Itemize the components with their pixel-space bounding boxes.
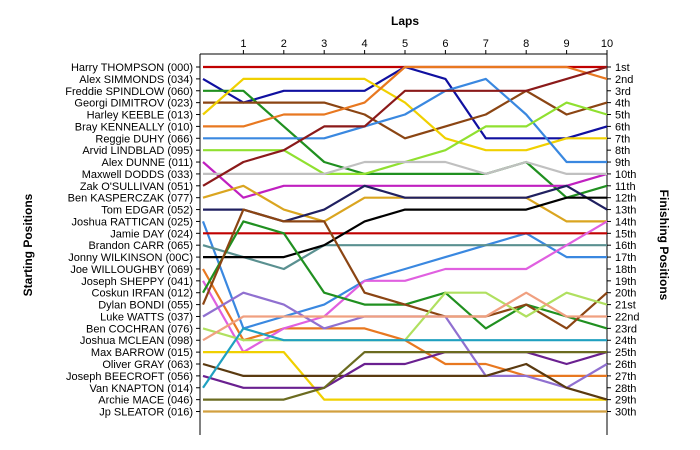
- finishing-position-label: 27th: [615, 371, 636, 383]
- x-axis-title: Laps: [391, 14, 419, 28]
- finishing-position-label: 25th: [615, 347, 636, 359]
- starting-position-label: Dylan BONDI (055): [98, 300, 193, 312]
- finishing-position-label: 22nd: [615, 311, 639, 323]
- starting-position-label: Joseph SHEPPY (041): [81, 276, 193, 288]
- finishing-position-label: 30th: [615, 407, 636, 419]
- finishing-position-label: 13th: [615, 205, 636, 217]
- starting-position-label: Reggie DUHY (066): [95, 133, 193, 145]
- finishing-position-label: 9th: [615, 157, 630, 169]
- driver-line: [203, 89, 608, 199]
- driver-line: [202, 291, 607, 342]
- driver-line: [203, 160, 607, 175]
- starting-position-label: Jamie DAY (024): [110, 228, 193, 240]
- starting-position-labels: Harry THOMPSON (000)Alex SIMMONDS (034)F…: [65, 62, 193, 419]
- driver-line: [202, 220, 608, 354]
- starting-position-label: Ben COCHRAN (076): [86, 323, 193, 335]
- starting-position-label: Joe WILLOUGHBY (069): [70, 264, 193, 276]
- lap-tick-label: 1: [240, 38, 246, 50]
- lap-tick-labels: 1 2 3 4 5 6 7 8 9 10: [240, 38, 613, 50]
- finishing-position-label: 1st: [615, 62, 630, 74]
- driver-line: [203, 351, 607, 401]
- starting-position-label: Jp SLEATOR (016): [99, 407, 193, 419]
- starting-position-label: Joseph BEECROFT (056): [66, 371, 193, 383]
- driver-line: [203, 77, 607, 164]
- finishing-position-label: 26th: [615, 359, 636, 371]
- finishing-position-label: 16th: [615, 240, 636, 252]
- starting-position-label: Zak O'SULLIVAN (051): [80, 181, 193, 193]
- finishing-position-label: 14th: [615, 216, 636, 228]
- finishing-position-label: 18th: [615, 264, 636, 276]
- lap-tick-label: 6: [442, 38, 448, 50]
- finishing-position-label: 2nd: [615, 74, 633, 86]
- lap-tick-label: 4: [362, 38, 368, 50]
- driver-line: [202, 77, 607, 152]
- lap-tick-label: 9: [564, 38, 570, 50]
- finishing-position-label: 3rd: [615, 86, 631, 98]
- starting-position-label: Alex DUNNE (011): [102, 157, 194, 169]
- starting-position-label: Harley KEEBLE (013): [87, 110, 193, 122]
- driver-line: [202, 244, 607, 271]
- starting-position-label: Harry THOMPSON (000): [71, 62, 193, 74]
- lap-tick-label: 5: [402, 38, 408, 50]
- finishing-position-label: 19th: [615, 276, 636, 288]
- driver-line: [202, 65, 608, 187]
- starting-position-label: Joshua RATTICAN (025): [72, 216, 193, 228]
- lap-tick-label: 2: [281, 38, 287, 50]
- driver-line: [203, 351, 607, 401]
- starting-position-label: Arvid LINDBLAD (095): [82, 145, 193, 157]
- starting-position-label: Georgi DIMITROV (023): [74, 98, 193, 110]
- left-axis-title: Starting Positions: [21, 193, 35, 296]
- lap-tick-label: 3: [321, 38, 327, 50]
- starting-position-label: Oliver GRAY (063): [102, 359, 193, 371]
- driver-line: [203, 89, 608, 140]
- lap-tick-label: 10: [601, 38, 613, 50]
- finishing-position-label: 6th: [615, 121, 630, 133]
- finishing-position-label: 5th: [615, 110, 630, 122]
- finishing-position-label: 21st: [615, 300, 636, 312]
- starting-position-label: Luke WATTS (037): [100, 311, 193, 323]
- starting-position-label: Tom EDGAR (052): [101, 205, 193, 217]
- finishing-position-label: 4th: [615, 98, 630, 110]
- starting-position-label: Max BARROW (015): [91, 347, 193, 359]
- lap-tick-label: 7: [483, 38, 489, 50]
- finishing-position-label: 7th: [615, 133, 630, 145]
- driver-line: [202, 351, 608, 389]
- finishing-position-label: 20th: [615, 288, 636, 300]
- right-axis-title: Finishing Positions: [657, 190, 671, 301]
- series-lines: [201, 65, 608, 413]
- finishing-position-label: 12th: [615, 193, 636, 205]
- driver-line: [201, 221, 607, 330]
- finishing-position-labels: 1st2nd3rd4th5th6th7th8th9th10th11th12th1…: [615, 62, 639, 419]
- finishing-position-label: 15th: [615, 228, 636, 240]
- lap-tick-label: 8: [523, 38, 529, 50]
- starting-position-label: Ben KASPERCZAK (077): [68, 193, 193, 205]
- finishing-position-label: 29th: [615, 395, 636, 407]
- finishing-position-label: 8th: [615, 145, 630, 157]
- driver-line: [202, 327, 607, 389]
- finishing-position-label: 23rd: [615, 323, 637, 335]
- driver-line: [202, 362, 608, 401]
- starting-position-label: Joshua MCLEAN (098): [80, 335, 193, 347]
- driver-line: [203, 196, 607, 259]
- driver-line: [202, 161, 608, 199]
- driver-line: [201, 208, 608, 330]
- finishing-position-label: 11th: [615, 181, 636, 193]
- starting-position-label: Brandon CARR (065): [88, 240, 193, 252]
- starting-position-label: Van KNAPTON (014): [89, 383, 193, 395]
- starting-position-label: Alex SIMMONDS (034): [79, 74, 193, 86]
- finishing-position-label: 10th: [615, 169, 636, 181]
- starting-position-label: Jonny WILKINSON (00C): [68, 252, 193, 264]
- finishing-position-label: 28th: [615, 383, 636, 395]
- driver-line: [203, 65, 608, 128]
- finishing-position-label: 17th: [615, 252, 636, 264]
- starting-position-label: Bray KENNEALLY (010): [75, 121, 193, 133]
- finishing-position-label: 24th: [615, 335, 636, 347]
- driver-line: [202, 220, 608, 330]
- starting-position-label: Maxwell DODDS (033): [82, 169, 193, 181]
- starting-position-label: Coskun IRFAN (012): [92, 288, 193, 300]
- starting-position-label: Archie MACE (046): [98, 395, 193, 407]
- starting-position-label: Freddie SPINDLOW (060): [65, 86, 193, 98]
